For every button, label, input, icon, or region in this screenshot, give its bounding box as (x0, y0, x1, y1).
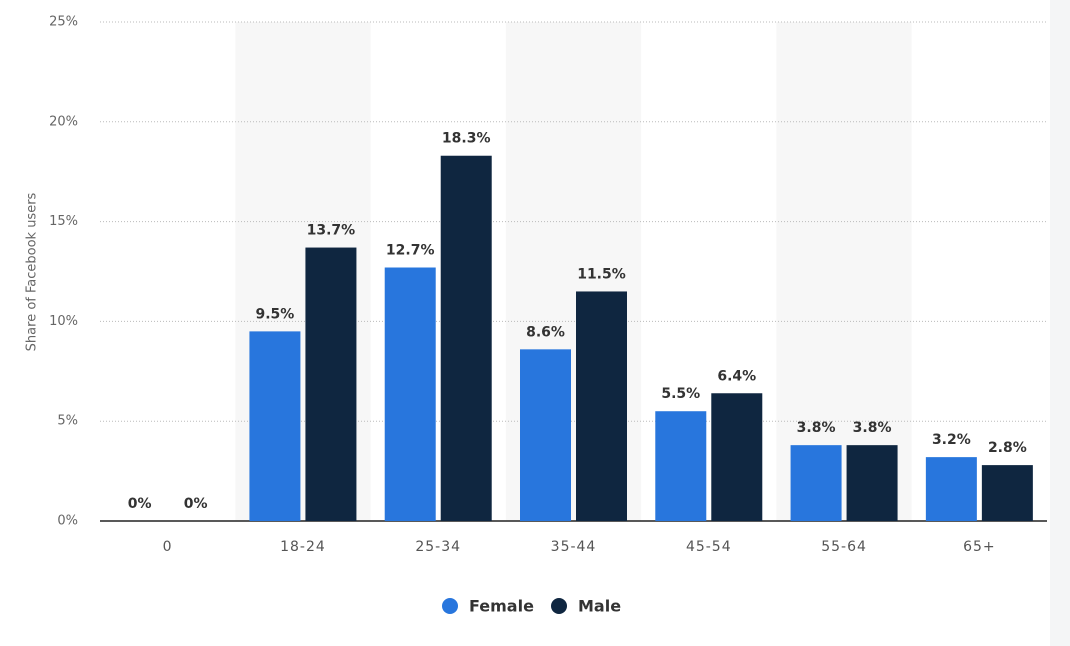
legend-label: Female (469, 597, 534, 616)
bar (384, 267, 436, 521)
value-label: 13.7% (307, 223, 356, 239)
y-tick-label: 5% (57, 414, 78, 429)
bar (576, 291, 627, 521)
bar (790, 445, 842, 521)
x-tick-label: 55-64 (821, 539, 867, 555)
value-label: 3.2% (932, 432, 971, 448)
x-tick-label: 45-54 (686, 539, 732, 555)
y-tick-label: 20% (49, 114, 78, 129)
bar (249, 331, 301, 521)
value-label: 18.3% (442, 131, 491, 147)
value-label: 0% (184, 496, 208, 512)
y-tick-label: 0% (57, 514, 78, 529)
bar (925, 457, 977, 521)
value-label: 5.5% (661, 386, 700, 402)
bar (440, 155, 492, 521)
y-axis-label: Share of Facebook users (25, 192, 40, 351)
legend-label: Male (578, 597, 621, 616)
value-label: 12.7% (386, 243, 435, 259)
side-strip (1050, 0, 1070, 646)
bar (520, 349, 571, 521)
value-label: 9.5% (256, 306, 295, 322)
value-label: 6.4% (717, 368, 756, 384)
legend-marker (442, 598, 458, 614)
value-label: 0% (128, 496, 152, 512)
bar (711, 393, 763, 521)
y-tick-label: 10% (49, 314, 78, 329)
bar (981, 465, 1033, 521)
x-tick-label: 18-24 (280, 539, 326, 555)
y-tick-label: 25% (49, 15, 78, 30)
x-tick-label: 0 (163, 539, 173, 555)
legend-marker (551, 598, 567, 614)
x-tick-label: 35-44 (551, 539, 597, 555)
x-tick-label: 65+ (963, 539, 996, 555)
bar (655, 411, 707, 521)
value-label: 3.8% (797, 420, 836, 436)
value-label: 3.8% (853, 420, 892, 436)
value-label: 8.6% (526, 324, 565, 340)
value-label: 2.8% (988, 440, 1027, 456)
bar (846, 445, 898, 521)
bar (305, 247, 357, 521)
y-tick-label: 15% (49, 214, 78, 229)
value-label: 11.5% (577, 266, 626, 282)
category-band (776, 22, 912, 521)
x-tick-label: 25-34 (415, 539, 461, 555)
